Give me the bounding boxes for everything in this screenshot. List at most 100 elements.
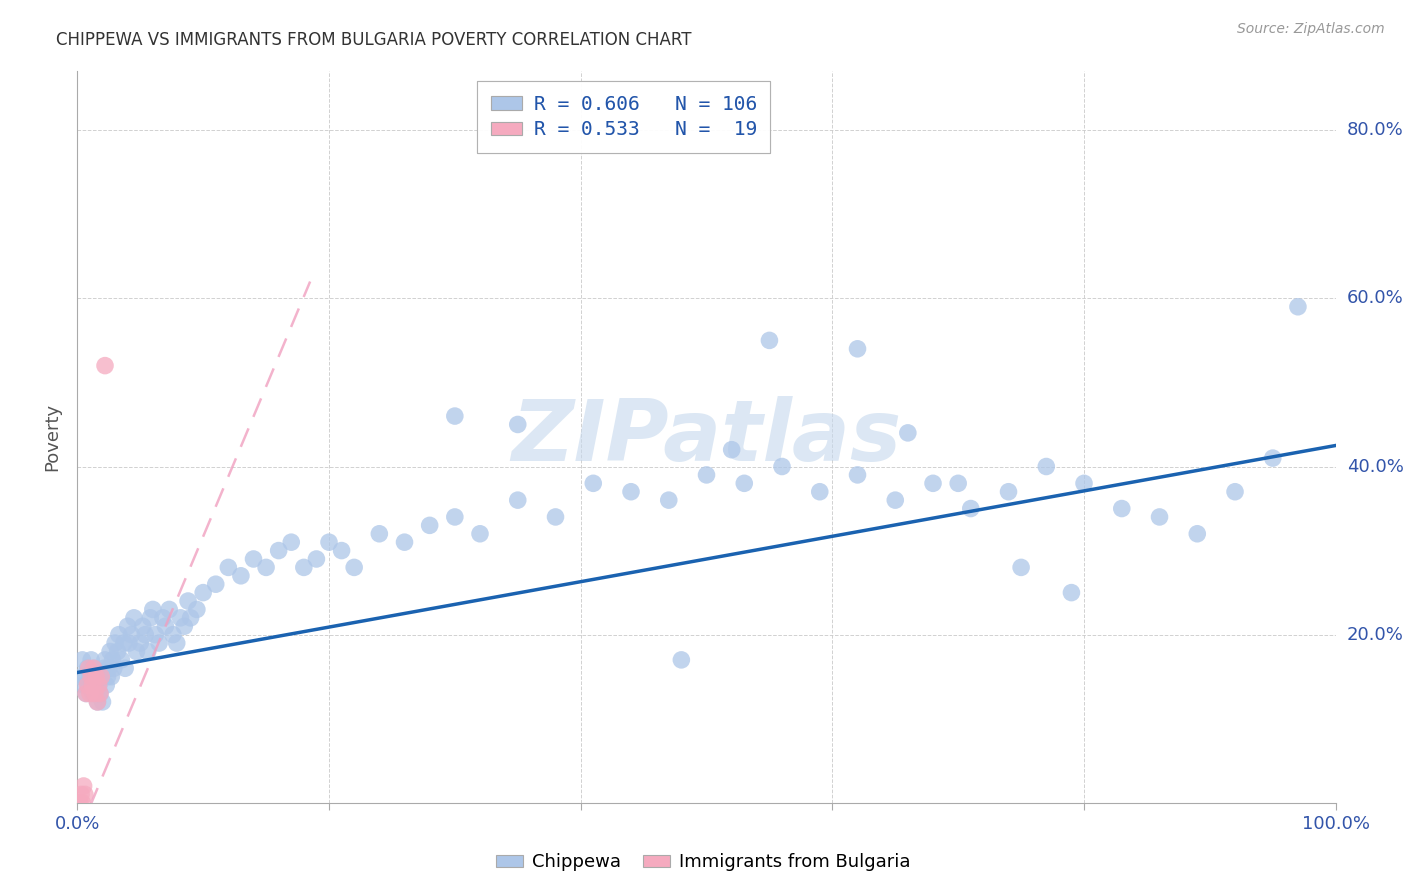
Point: [125, 644, 148, 658]
Point: [280, 535, 302, 549]
Point: [136, 644, 159, 658]
Point: [96, 670, 118, 684]
Point: [73, 670, 96, 684]
Point: [162, 627, 184, 641]
Point: [79, 686, 101, 700]
Point: [104, 636, 127, 650]
Point: [318, 535, 340, 549]
Point: [419, 518, 441, 533]
Point: [166, 636, 188, 650]
Point: [77, 661, 100, 675]
Point: [80, 670, 103, 684]
Point: [90, 670, 112, 684]
Point: [155, 619, 177, 633]
Point: [191, 585, 215, 599]
Point: [897, 425, 920, 440]
Point: [98, 644, 121, 658]
Point: [72, 796, 94, 810]
Point: [204, 577, 226, 591]
Point: [1060, 585, 1083, 599]
Legend: Chippewa, Immigrants from Bulgaria: Chippewa, Immigrants from Bulgaria: [488, 847, 918, 879]
Point: [72, 678, 94, 692]
Point: [77, 678, 100, 692]
Point: [148, 636, 170, 650]
Point: [733, 476, 755, 491]
Point: [96, 678, 118, 692]
Point: [180, 611, 202, 625]
Text: 20.0%: 20.0%: [1347, 625, 1403, 644]
Point: [948, 476, 970, 491]
Point: [468, 526, 491, 541]
Point: [696, 467, 718, 482]
Point: [343, 560, 366, 574]
Point: [93, 661, 115, 675]
Point: [86, 695, 108, 709]
Point: [143, 627, 166, 641]
Point: [89, 686, 111, 700]
Point: [1223, 484, 1246, 499]
Point: [846, 467, 869, 482]
Point: [1073, 476, 1095, 491]
Point: [76, 661, 98, 675]
Point: [959, 501, 981, 516]
Point: [110, 653, 132, 667]
Text: 80.0%: 80.0%: [1347, 121, 1403, 139]
Point: [305, 552, 328, 566]
Point: [84, 670, 107, 684]
Point: [120, 627, 142, 641]
Point: [70, 670, 93, 684]
Point: [94, 359, 117, 373]
Point: [671, 653, 693, 667]
Point: [112, 636, 135, 650]
Point: [89, 686, 111, 700]
Point: [76, 678, 98, 692]
Point: [94, 653, 117, 667]
Point: [368, 526, 391, 541]
Point: [97, 661, 120, 675]
Point: [103, 661, 125, 675]
Text: CHIPPEWA VS IMMIGRANTS FROM BULGARIA POVERTY CORRELATION CHART: CHIPPEWA VS IMMIGRANTS FROM BULGARIA POV…: [56, 31, 692, 49]
Text: 60.0%: 60.0%: [1347, 289, 1403, 308]
Point: [229, 569, 252, 583]
Point: [1149, 510, 1171, 524]
Point: [658, 493, 681, 508]
Point: [142, 602, 165, 616]
Point: [186, 602, 208, 616]
Point: [129, 636, 152, 650]
Point: [87, 678, 110, 692]
Point: [83, 661, 105, 675]
Point: [69, 796, 91, 810]
Point: [173, 619, 195, 633]
Point: [1035, 459, 1057, 474]
Point: [152, 611, 174, 625]
Point: [70, 788, 93, 802]
Point: [169, 611, 191, 625]
Point: [72, 653, 94, 667]
Point: [101, 653, 124, 667]
Point: [134, 627, 156, 641]
Text: ZIPatlas: ZIPatlas: [512, 395, 901, 479]
Point: [108, 627, 131, 641]
Point: [84, 678, 107, 692]
Point: [1261, 451, 1284, 466]
Point: [1111, 501, 1133, 516]
Point: [292, 560, 315, 574]
Point: [1187, 526, 1209, 541]
Point: [73, 788, 96, 802]
Point: [100, 670, 122, 684]
Point: [582, 476, 605, 491]
Point: [122, 611, 145, 625]
Point: [86, 695, 108, 709]
Point: [87, 678, 110, 692]
Point: [444, 510, 467, 524]
Text: Source: ZipAtlas.com: Source: ZipAtlas.com: [1237, 22, 1385, 37]
Point: [330, 543, 353, 558]
Point: [114, 661, 136, 675]
Point: [506, 417, 529, 432]
Point: [720, 442, 742, 457]
Point: [267, 543, 290, 558]
Point: [217, 560, 239, 574]
Point: [75, 686, 97, 700]
Point: [506, 493, 529, 508]
Point: [997, 484, 1019, 499]
